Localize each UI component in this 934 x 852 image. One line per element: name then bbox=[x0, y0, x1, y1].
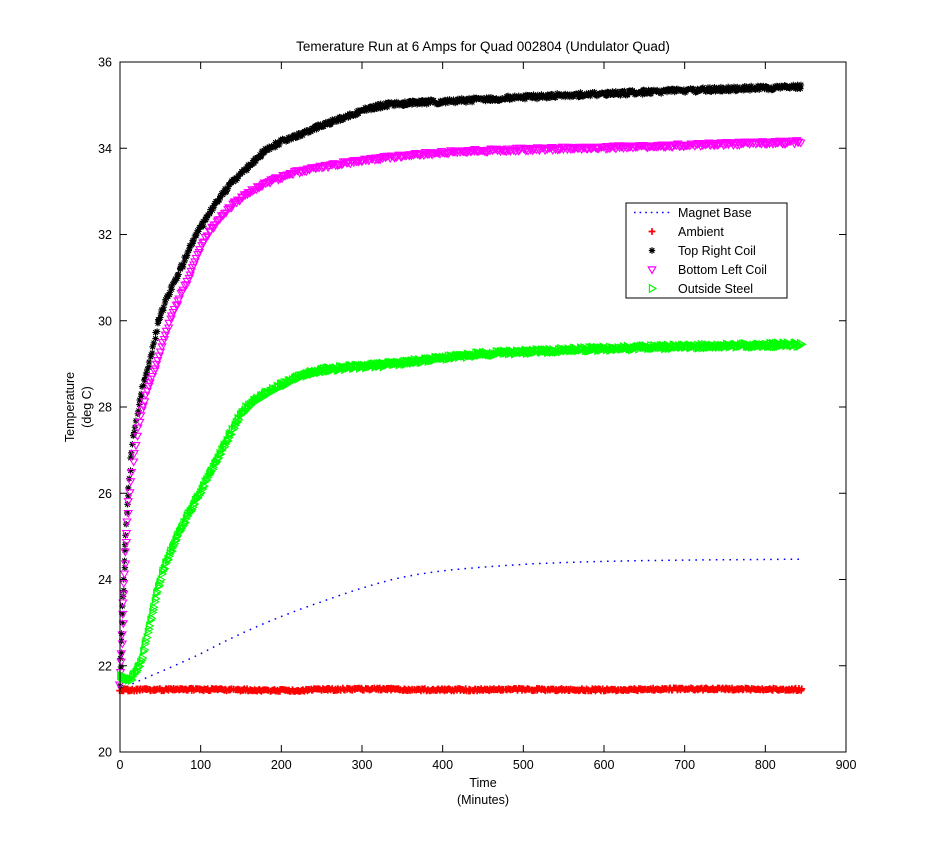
x-tick-label: 500 bbox=[513, 758, 534, 772]
y-tick-label: 28 bbox=[98, 401, 112, 415]
y-tick-label: 36 bbox=[98, 56, 112, 70]
series-bottom-left-coil bbox=[114, 137, 806, 690]
series-outside-steel bbox=[117, 338, 807, 685]
legend-label: Outside Steel bbox=[678, 282, 753, 296]
y-tick-label: 26 bbox=[98, 487, 112, 501]
data-series-layer bbox=[114, 81, 807, 695]
y-tick-label: 30 bbox=[98, 314, 112, 328]
legend-entry-magnet-base: Magnet Base bbox=[634, 206, 752, 220]
legend-marker-triangle-down-open-icon bbox=[647, 266, 657, 275]
marker-band bbox=[117, 338, 807, 685]
y-axis-label-line2: (deg C) bbox=[80, 386, 94, 428]
legend-marker-plus-icon bbox=[648, 228, 656, 235]
x-tick-label: 700 bbox=[674, 758, 695, 772]
legend: Magnet Base Ambient Top Right Coil Bottom L… bbox=[625, 202, 788, 299]
x-tick-label: 300 bbox=[352, 758, 373, 772]
legend-entry-ambient: Ambient bbox=[648, 225, 724, 239]
y-tick-label: 22 bbox=[98, 659, 112, 673]
chart-title: Temerature Run at 6 Amps for Quad 002804… bbox=[296, 39, 670, 54]
y-tick-label: 34 bbox=[98, 142, 112, 156]
legend-entry-outside-steel: Outside Steel bbox=[648, 282, 753, 296]
legend-marker-triangle-right-open-icon bbox=[648, 283, 658, 294]
x-tick-label: 900 bbox=[836, 758, 857, 772]
legend-label: Ambient bbox=[678, 225, 724, 239]
legend-entry-top-right-coil: Top Right Coil bbox=[648, 244, 756, 258]
marker-band bbox=[114, 137, 806, 690]
x-axis-label-line1: Time bbox=[469, 776, 496, 790]
plot-area bbox=[120, 62, 846, 752]
y-tick-label: 32 bbox=[98, 228, 112, 242]
x-tick-label: 200 bbox=[271, 758, 292, 772]
axes-layer: 0 100 200 300 400 500 600 700 800 900 20 22 24 26 28 30… bbox=[98, 56, 856, 773]
legend-entry-bottom-left-coil: Bottom Left Coil bbox=[647, 263, 767, 277]
legend-label: Magnet Base bbox=[678, 206, 752, 220]
y-tick-label: 20 bbox=[98, 746, 112, 760]
legend-label: Top Right Coil bbox=[678, 244, 756, 258]
x-axis-label-line2: (Minutes) bbox=[457, 793, 509, 807]
legend-marker-asterisk-icon bbox=[648, 247, 656, 254]
y-tick-label: 24 bbox=[98, 573, 112, 587]
legend-label: Bottom Left Coil bbox=[678, 263, 767, 277]
x-tick-label: 800 bbox=[755, 758, 776, 772]
x-tick-label: 400 bbox=[432, 758, 453, 772]
y-axis-label-line1: Temperature bbox=[63, 372, 77, 442]
x-tick-label: 0 bbox=[117, 758, 124, 772]
x-tick-label: 600 bbox=[594, 758, 615, 772]
x-tick-label: 100 bbox=[190, 758, 211, 772]
